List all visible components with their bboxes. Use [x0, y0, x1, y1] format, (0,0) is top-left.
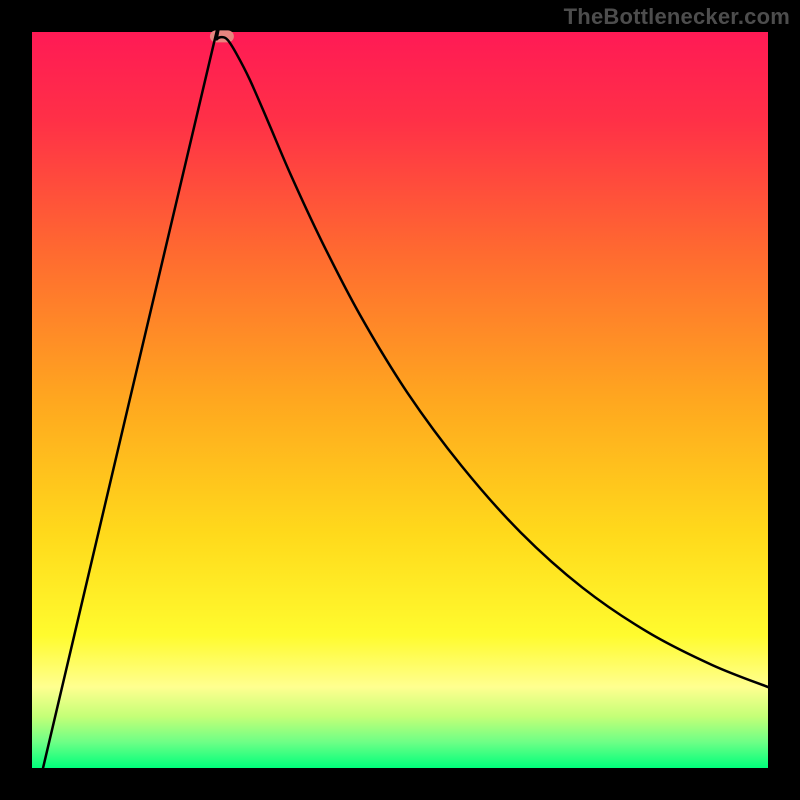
- chart-background: [32, 32, 768, 768]
- chart-container: TheBottlenecker.com: [0, 0, 800, 800]
- watermark-text: TheBottlenecker.com: [564, 4, 790, 30]
- bottleneck-chart: [0, 0, 800, 800]
